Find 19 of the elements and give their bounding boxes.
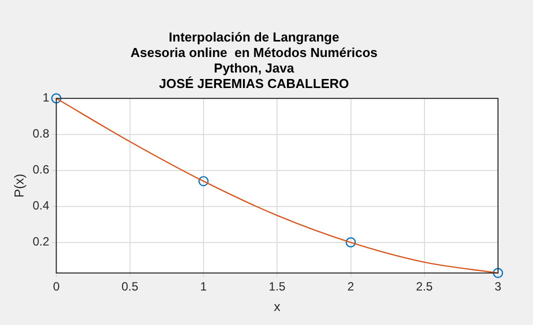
- point: [198, 176, 209, 186]
- y-tick-label: 0.6: [32, 162, 50, 177]
- point: [346, 237, 356, 248]
- chart-title: Interpolación de Langrange Asesoria online en Métodos Numéricos Python, Java JOSÉ JEREMIAS CABALLERO: [130, 29, 378, 92]
- y-axis-title: P(x): [11, 174, 26, 198]
- point: [51, 93, 62, 104]
- x-tick-label: 0: [52, 280, 60, 294]
- y-tick-label: 0.8: [32, 126, 50, 141]
- x-tick-label: 3: [494, 280, 502, 294]
- x-tick-label: 2.5: [416, 280, 434, 294]
- point: [492, 268, 504, 278]
- y-tick-label: 0.4: [32, 198, 50, 213]
- y-tick-label: 1: [42, 90, 50, 105]
- x-tick-label: 1.5: [268, 280, 286, 294]
- x-tick-label: 0.5: [122, 280, 139, 294]
- x-tick-label: 2: [347, 280, 354, 294]
- x-axis-title: x: [274, 298, 281, 314]
- x-tick-label: 1: [200, 280, 208, 294]
- y-tick-label: 0.2: [32, 234, 50, 249]
